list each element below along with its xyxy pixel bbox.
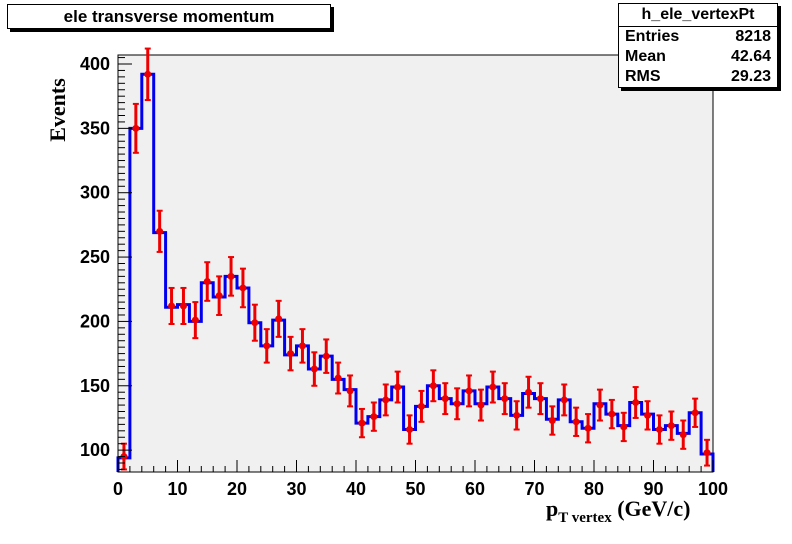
stats-box: h_ele_vertexPt Entries 8218 Mean 42.64 R… xyxy=(618,3,778,88)
data-point xyxy=(310,365,318,373)
data-point xyxy=(287,350,295,358)
data-point xyxy=(251,319,259,327)
data-point xyxy=(703,449,711,457)
x-tick-label: 0 xyxy=(113,479,123,499)
data-point xyxy=(263,342,271,350)
data-point xyxy=(501,395,509,403)
y-tick-label: 200 xyxy=(80,311,110,331)
data-point xyxy=(346,387,354,395)
data-point xyxy=(370,413,378,421)
data-point xyxy=(406,426,414,434)
data-point xyxy=(441,395,449,403)
data-point xyxy=(191,316,199,324)
x-axis-label: pT vertex (GeV/c) xyxy=(546,496,691,526)
data-point xyxy=(655,426,663,434)
data-point xyxy=(298,342,306,350)
stats-value: 42.64 xyxy=(730,48,771,65)
x-tick-label: 80 xyxy=(584,479,604,499)
data-point xyxy=(203,278,211,286)
chart-title: ele transverse momentum xyxy=(7,4,331,29)
data-point xyxy=(227,272,235,280)
y-tick-label: 300 xyxy=(80,183,110,203)
data-point xyxy=(679,431,687,439)
stats-row-rms: RMS 29.23 xyxy=(619,67,777,87)
data-point-series xyxy=(120,47,711,471)
x-tick-label: 10 xyxy=(167,479,187,499)
data-point xyxy=(620,423,628,431)
y-tick-label: 100 xyxy=(80,440,110,460)
data-point xyxy=(477,401,485,409)
y-tick-label: 250 xyxy=(80,247,110,267)
data-point xyxy=(215,292,223,300)
axes: 0 10 20 30 40 50 60 70 80 90 100 100 150 200 250 300 350… xyxy=(80,54,728,499)
data-point xyxy=(691,409,699,417)
y-tick-label: 400 xyxy=(80,54,110,74)
data-point xyxy=(156,227,164,235)
x-tick-label: 90 xyxy=(643,479,663,499)
data-point xyxy=(382,396,390,404)
data-point xyxy=(239,284,247,292)
stats-value: 29.23 xyxy=(730,68,771,85)
data-point xyxy=(584,424,592,432)
y-tick-label: 350 xyxy=(80,118,110,138)
stats-histogram-name: h_ele_vertexPt xyxy=(619,4,777,27)
data-point xyxy=(429,382,437,390)
data-point xyxy=(536,395,544,403)
y-tick-label: 150 xyxy=(80,376,110,396)
data-point xyxy=(358,419,366,427)
histogram-series xyxy=(116,72,715,472)
histogram-line xyxy=(116,72,715,472)
data-point xyxy=(168,302,176,310)
data-point xyxy=(275,315,283,323)
stats-value: 8218 xyxy=(735,28,771,45)
data-point xyxy=(132,124,140,132)
x-tick-label: 60 xyxy=(465,479,485,499)
data-point xyxy=(394,383,402,391)
x-tick-label: 30 xyxy=(286,479,306,499)
data-point xyxy=(572,418,580,426)
x-tick-label: 40 xyxy=(346,479,366,499)
data-point xyxy=(465,387,473,395)
x-tick-label: 100 xyxy=(698,479,728,499)
stats-row-entries: Entries 8218 xyxy=(619,27,777,47)
data-point xyxy=(322,352,330,360)
data-point xyxy=(644,411,652,419)
plot-frame xyxy=(117,54,714,473)
x-axis-label-unit: (GeV/c) xyxy=(611,496,691,521)
data-point xyxy=(453,400,461,408)
y-axis-label: Events xyxy=(45,78,70,142)
stats-row-mean: Mean 42.64 xyxy=(619,47,777,67)
data-point xyxy=(525,388,533,396)
data-point xyxy=(179,302,187,310)
data-point xyxy=(667,422,675,430)
x-tick-label: 50 xyxy=(405,479,425,499)
data-point xyxy=(632,399,640,406)
data-point xyxy=(144,70,152,78)
x-axis-label-subscript: T vertex xyxy=(558,510,612,526)
data-point xyxy=(489,383,497,391)
data-point xyxy=(608,410,616,418)
x-tick-label: 70 xyxy=(524,479,544,499)
stats-label: RMS xyxy=(625,68,661,85)
data-point xyxy=(548,417,556,425)
data-point xyxy=(513,411,521,419)
data-point xyxy=(596,401,604,409)
stats-label: Entries xyxy=(625,28,680,45)
x-axis-label-main: p xyxy=(546,496,559,521)
data-point xyxy=(560,396,568,404)
x-tick-label: 20 xyxy=(227,479,247,499)
stats-label: Mean xyxy=(625,48,666,65)
data-point xyxy=(417,402,425,410)
data-point xyxy=(334,374,342,382)
